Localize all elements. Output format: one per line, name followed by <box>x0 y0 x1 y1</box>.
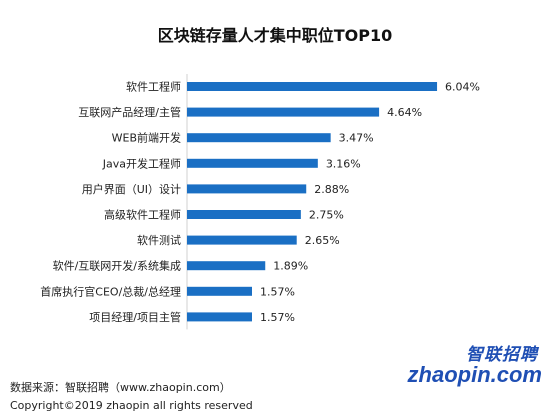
bar <box>187 158 318 168</box>
bar <box>187 82 438 91</box>
category-label: 项目经理/项目主管 <box>89 310 181 324</box>
category-label: 首席执行官CEO/总裁/总经理 <box>40 284 181 298</box>
bar <box>187 107 380 117</box>
value-label: 2.65% <box>305 234 340 247</box>
value-label: 1.57% <box>260 311 295 324</box>
category-label: 高级软件工程师 <box>104 208 181 222</box>
bar <box>187 312 252 322</box>
bar-chart: 软件工程师 6.04% 互联网产品经理/主管 4.64% WEB前端开发 3.47% Jav… <box>40 74 480 330</box>
bar <box>187 261 266 271</box>
value-label: 1.89% <box>273 260 308 273</box>
category-label: 互联网产品经理/主管 <box>78 105 181 119</box>
bar <box>187 286 252 296</box>
value-label: 3.16% <box>326 157 361 170</box>
chart-title: 区块链存量人才集中职位TOP10 <box>157 26 393 45</box>
value-label: 2.75% <box>309 209 344 222</box>
category-label: 软件/互联网开发/系统集成 <box>53 259 181 273</box>
logo-cn-text: 智联招聘 <box>466 345 538 365</box>
data-source-note: 数据来源：智联招聘（www.zhaopin.com） <box>10 381 231 394</box>
value-label: 4.64% <box>387 106 422 119</box>
bar <box>187 184 307 194</box>
copyright-note: Copyright©2019 zhaopin all rights reserv… <box>10 399 253 412</box>
category-label: WEB前端开发 <box>112 131 181 145</box>
value-label: 1.57% <box>260 285 295 298</box>
value-label: 2.88% <box>314 183 349 196</box>
category-label: 软件工程师 <box>126 80 181 94</box>
category-label: 用户界面（UI）设计 <box>82 182 181 196</box>
bar <box>187 210 301 219</box>
value-label: 3.47% <box>339 132 374 145</box>
category-label: Java开发工程师 <box>102 156 181 170</box>
bar <box>187 133 331 143</box>
zhaopin-logo: 智联招聘 zhaopin.com <box>408 340 544 392</box>
logo-en-text: zhaopin.com <box>407 362 542 387</box>
bar <box>187 235 297 245</box>
category-label: 软件测试 <box>137 233 181 247</box>
value-label: 6.04% <box>445 81 480 94</box>
